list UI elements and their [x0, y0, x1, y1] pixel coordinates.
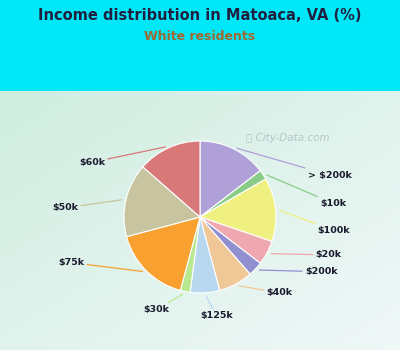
- Wedge shape: [126, 217, 200, 290]
- Text: $10k: $10k: [267, 175, 346, 208]
- Text: $75k: $75k: [58, 258, 142, 272]
- Wedge shape: [200, 141, 260, 217]
- Wedge shape: [143, 141, 200, 217]
- Wedge shape: [200, 217, 250, 290]
- Text: $50k: $50k: [52, 200, 122, 212]
- Wedge shape: [180, 217, 200, 292]
- Text: $100k: $100k: [280, 210, 350, 235]
- Text: $200k: $200k: [259, 267, 338, 276]
- Wedge shape: [200, 217, 272, 263]
- Text: White residents: White residents: [144, 30, 256, 43]
- Text: $60k: $60k: [79, 147, 165, 167]
- Wedge shape: [200, 171, 266, 217]
- Text: ⭘ City-Data.com: ⭘ City-Data.com: [246, 133, 330, 142]
- Wedge shape: [190, 217, 220, 293]
- Wedge shape: [200, 179, 276, 241]
- Text: Income distribution in Matoaca, VA (%): Income distribution in Matoaca, VA (%): [38, 8, 362, 23]
- Wedge shape: [124, 167, 200, 237]
- Text: $125k: $125k: [200, 297, 233, 320]
- Text: $40k: $40k: [239, 286, 293, 298]
- Wedge shape: [200, 217, 260, 274]
- Text: $20k: $20k: [271, 251, 342, 259]
- Text: $30k: $30k: [143, 294, 182, 314]
- Text: > $200k: > $200k: [237, 148, 352, 180]
